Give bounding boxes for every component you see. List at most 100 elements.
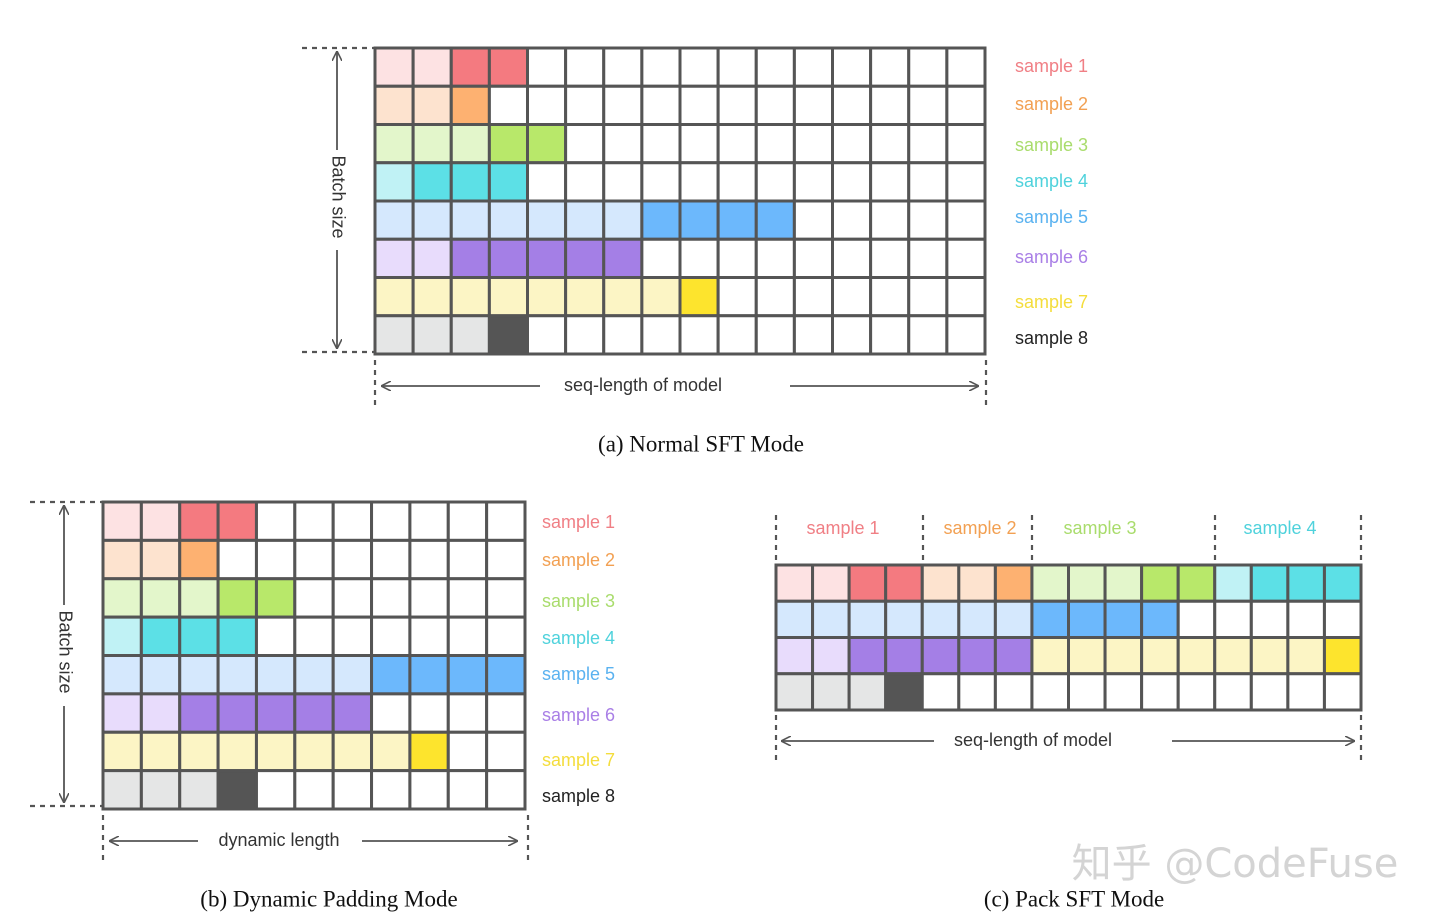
padding-cell [754, 314, 796, 356]
token-cell [774, 636, 815, 676]
token-cell [101, 577, 143, 619]
padding-cell [754, 123, 796, 165]
padding-cell [792, 276, 834, 318]
padding-cell [293, 577, 335, 619]
padding-cell [564, 161, 606, 203]
token-cell [411, 84, 453, 126]
token-cell [920, 563, 961, 603]
padding-cell [957, 672, 997, 712]
padding-cell [370, 615, 412, 657]
token-cell [847, 672, 888, 712]
token-cell [774, 599, 815, 639]
token-cell [449, 237, 491, 279]
token-cell [216, 692, 258, 734]
token-cell [811, 672, 851, 712]
padding-cell [869, 314, 911, 356]
token-cell [1140, 599, 1180, 639]
token-cell [370, 654, 412, 696]
token-cell [526, 276, 568, 318]
padding-cell [945, 123, 987, 165]
token-cell [254, 692, 297, 734]
padding-cell [1322, 672, 1363, 712]
padding-cell [716, 123, 758, 165]
padding-cell [331, 615, 374, 657]
token-cell [1030, 636, 1070, 676]
normal-sft-grid [373, 46, 987, 356]
token-cell [178, 730, 220, 773]
padding-cell [907, 276, 949, 318]
padding-cell [907, 123, 949, 165]
padding-cell [792, 314, 834, 356]
padding-cell [754, 46, 796, 88]
padding-cell [254, 538, 297, 581]
token-cell [178, 538, 220, 581]
padding-cell [792, 46, 834, 88]
padding-cell [993, 672, 1034, 712]
token-cell [993, 599, 1034, 639]
padding-cell [408, 692, 450, 734]
sample-label: sample 7 [542, 750, 615, 770]
padding-cell [370, 692, 412, 734]
padding-cell [331, 577, 374, 619]
padding-cell [640, 46, 682, 88]
packed-sample-label: sample 3 [1063, 518, 1136, 538]
token-cell [373, 84, 415, 126]
padding-cell [945, 314, 987, 356]
sample-label: sample 8 [1015, 328, 1088, 348]
token-cell [373, 276, 415, 318]
sample-label: sample 4 [542, 628, 615, 648]
token-cell [373, 237, 415, 279]
padding-cell [716, 84, 758, 126]
token-cell [331, 654, 374, 696]
token-cell [178, 500, 220, 542]
token-cell [602, 199, 644, 241]
token-cell [1213, 636, 1253, 676]
padding-cell [602, 46, 644, 88]
sample-label: sample 7 [1015, 292, 1088, 312]
token-cell [526, 237, 568, 279]
sample-label: sample 8 [542, 786, 615, 806]
padding-cell [526, 314, 568, 356]
padding-cell [716, 276, 758, 318]
sample-label: sample 3 [542, 591, 615, 611]
token-cell [487, 276, 529, 318]
padding-cell [869, 46, 911, 88]
padding-cell [1067, 672, 1107, 712]
padding-cell [920, 672, 961, 712]
padding-cell [446, 577, 489, 619]
token-cell [178, 769, 220, 811]
token-cell [101, 538, 143, 581]
padding-cell [792, 161, 834, 203]
token-cell [920, 636, 961, 676]
sample-label: sample 1 [1015, 56, 1088, 76]
padding-cell [831, 276, 873, 318]
seq-length-label: seq-length of model [954, 730, 1112, 750]
token-cell [449, 46, 491, 88]
packed-sample-label: sample 4 [1243, 518, 1316, 538]
token-cell [101, 769, 143, 811]
padding-cell [831, 46, 873, 88]
token-cell [678, 276, 720, 318]
token-cell [178, 577, 220, 619]
token-cell [602, 237, 644, 279]
padding-cell [831, 123, 873, 165]
token-cell [449, 199, 491, 241]
padding-cell [869, 237, 911, 279]
token-cell [178, 692, 220, 734]
token-cell [774, 563, 815, 603]
token-cell [564, 237, 606, 279]
padding-cell [831, 161, 873, 203]
padding-cell [564, 123, 606, 165]
token-cell [101, 654, 143, 696]
sample-label: sample 6 [542, 705, 615, 725]
padding-cell [254, 500, 297, 542]
token-cell [884, 636, 924, 676]
padding-cell [526, 84, 568, 126]
padding-cell [907, 314, 949, 356]
token-cell [884, 563, 924, 603]
padding-cell [754, 161, 796, 203]
token-cell [139, 615, 182, 657]
token-cell [373, 161, 415, 203]
padding-cell [1176, 672, 1217, 712]
token-cell [216, 730, 258, 773]
